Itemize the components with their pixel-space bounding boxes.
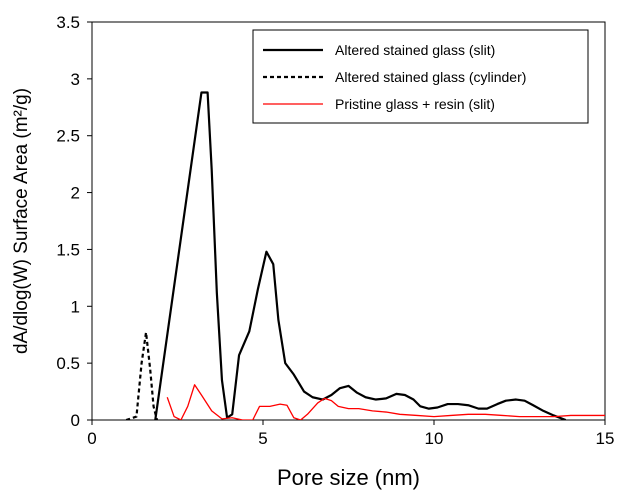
- y-tick-label: 2: [71, 184, 80, 203]
- legend-label-3: Pristine glass + resin (slit): [335, 96, 495, 112]
- y-tick-label: 0: [71, 411, 80, 430]
- series-line-3: [166, 384, 605, 420]
- x-axis-title: Pore size (nm): [277, 465, 420, 490]
- legend-label-1: Altered stained glass (slit): [335, 42, 495, 58]
- plot-frame: [91, 21, 606, 421]
- legend: Altered stained glass (slit) Altered stai…: [252, 29, 589, 124]
- x-axis: 0 5 10 15: [87, 420, 614, 448]
- plot-area: [91, 21, 606, 421]
- y-axis-title: dA/dlog(W) Surface Area (m²/g): [11, 88, 32, 354]
- x-tick-label: 10: [425, 429, 444, 448]
- series-line-1: [154, 91, 567, 420]
- x-tick-label: 5: [258, 429, 267, 448]
- x-tick-label: 15: [596, 429, 615, 448]
- series-line-2: [125, 331, 159, 420]
- legend-label-2: Altered stained glass (cylinder): [335, 69, 526, 85]
- x-tick-label: 0: [87, 429, 96, 448]
- y-tick-label: 3.5: [56, 13, 80, 32]
- y-axis: 0 0.5 1 1.5 2 2.5 3 3.5: [56, 13, 92, 430]
- y-tick-label: 1.5: [56, 240, 80, 259]
- series-layer: [125, 91, 605, 420]
- y-tick-label: 2.5: [56, 127, 80, 146]
- y-tick-label: 1: [71, 297, 80, 316]
- y-tick-label: 0.5: [56, 354, 80, 373]
- y-tick-label: 3: [71, 70, 80, 89]
